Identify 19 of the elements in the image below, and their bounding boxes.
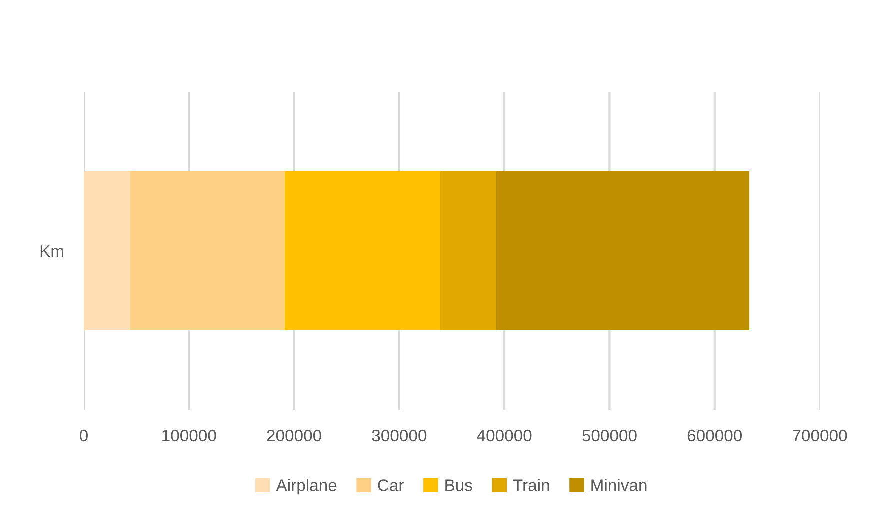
bar: [284, 172, 440, 330]
bar: [130, 172, 285, 330]
x-tick-label: 700000: [793, 430, 848, 442]
x-tick-label: 0: [80, 430, 88, 442]
bar: [496, 172, 750, 330]
x-tick-label: 300000: [372, 430, 427, 442]
legend-label: Airplane: [276, 479, 337, 495]
x-tick-label: 500000: [582, 430, 637, 442]
legend-label: Car: [378, 480, 404, 492]
x-tick-label: 100000: [162, 430, 216, 442]
y-tick-label: Km: [40, 246, 64, 258]
bar: [440, 172, 496, 330]
x-tick-label: 400000: [477, 430, 532, 442]
bar: [84, 172, 130, 330]
x-tick-label: 600000: [688, 430, 742, 442]
legend-label: Train: [513, 479, 550, 492]
legend-label: Bus: [446, 480, 472, 492]
legend-label: Minivan: [592, 479, 647, 492]
x-tick-label: 200000: [267, 430, 322, 442]
